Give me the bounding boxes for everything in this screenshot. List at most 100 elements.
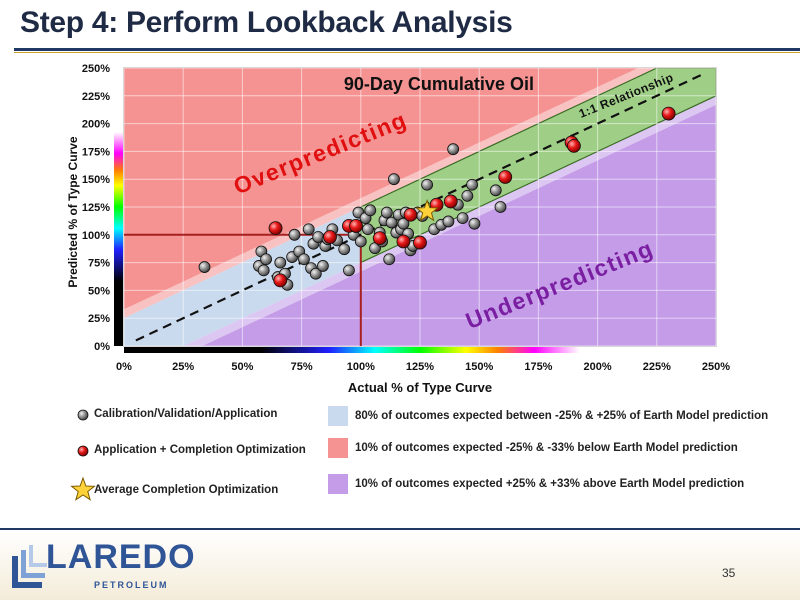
average-optimization-star bbox=[415, 198, 439, 222]
calibration-point bbox=[364, 204, 377, 217]
calibration-point bbox=[317, 260, 329, 272]
calibration-point bbox=[461, 189, 474, 202]
grid-lines bbox=[123, 67, 717, 347]
optimization-point bbox=[413, 235, 427, 250]
x-tick-label: 75% bbox=[291, 361, 313, 373]
calibration-point bbox=[302, 223, 315, 236]
optimization-point bbox=[268, 221, 283, 236]
optimization-point bbox=[498, 170, 513, 184]
y-tick-label: 25% bbox=[88, 313, 110, 325]
outcome-bands bbox=[124, 68, 716, 346]
x-tick-label: 100% bbox=[347, 361, 375, 373]
calibration-point bbox=[380, 206, 393, 219]
page-number: 35 bbox=[722, 566, 736, 580]
underpredicting-region bbox=[202, 104, 716, 346]
y-tick-label: 225% bbox=[82, 91, 110, 103]
x-axis-label: Actual % of Type Curve bbox=[348, 380, 492, 395]
optimization-point bbox=[661, 106, 676, 121]
y-tick-label: 125% bbox=[82, 202, 110, 214]
y-tick-label: 250% bbox=[82, 63, 110, 75]
chart-title: 90-Day Cumulative Oil bbox=[344, 74, 534, 94]
logo-subtext: PETROLEUM bbox=[94, 580, 169, 590]
legend-optimization-icon bbox=[77, 445, 89, 457]
overpredicting-region-core bbox=[124, 68, 716, 310]
calibration-point bbox=[447, 143, 460, 156]
x-tick-label: 150% bbox=[465, 361, 493, 373]
calibration-point bbox=[354, 235, 367, 248]
legend-band-label: 10% of outcomes expected +25% & +33% abo… bbox=[355, 478, 745, 490]
title-divider-accent bbox=[14, 52, 800, 53]
footer-band bbox=[0, 530, 800, 600]
optimization-point bbox=[403, 207, 418, 222]
y-axis-color-bar bbox=[114, 131, 123, 346]
calibration-point bbox=[257, 264, 270, 277]
x-tick-label: 50% bbox=[231, 361, 253, 373]
laredo-logo: LAREDO PETROLEUM bbox=[10, 538, 195, 595]
calibration-point bbox=[343, 264, 355, 277]
logo-mark-icon bbox=[12, 545, 47, 588]
calibration-point bbox=[385, 216, 398, 229]
title-divider bbox=[14, 48, 800, 51]
legend-average-label: Average Completion Optimization bbox=[94, 484, 279, 496]
x-axis-color-bar bbox=[124, 347, 580, 353]
calibration-point bbox=[468, 217, 481, 230]
legend-red-marker bbox=[77, 445, 89, 457]
scatter-chart: 0% 25% 50% 75% 100% 125% 150% 175% 200% 225% 250% 0… bbox=[66, 63, 730, 395]
x-tick-label: 225% bbox=[643, 361, 671, 373]
data-points bbox=[198, 106, 676, 291]
calibration-point bbox=[388, 173, 400, 186]
legend-grey-marker bbox=[77, 409, 89, 421]
optimization-point bbox=[372, 231, 387, 246]
y-tick-label: 150% bbox=[82, 174, 110, 186]
legend-band-swatch bbox=[328, 406, 348, 426]
calibration-point bbox=[456, 212, 469, 225]
y-axis-label: Predicted % of Type Curve bbox=[66, 136, 80, 287]
y-tick-label: 100% bbox=[82, 230, 110, 242]
calibration-point bbox=[309, 267, 322, 280]
legend-band-swatch bbox=[328, 438, 348, 458]
y-tick-label: 50% bbox=[88, 285, 110, 297]
calibration-point bbox=[442, 215, 455, 228]
calibration-point bbox=[489, 184, 502, 197]
legend-average-icon bbox=[70, 476, 96, 501]
page-title: Step 4: Perform Lookback Analysis bbox=[20, 6, 513, 39]
x-tick-label: 175% bbox=[524, 361, 552, 373]
y-tick-label: 175% bbox=[82, 146, 110, 158]
legend-calibration-label: Calibration/Validation/Application bbox=[94, 408, 278, 420]
optimization-point bbox=[349, 219, 363, 233]
legend-band-label: 10% of outcomes expected -25% & -33% bel… bbox=[355, 442, 738, 454]
optimization-point bbox=[443, 194, 458, 209]
calibration-point bbox=[494, 201, 507, 213]
logo-word: LAREDO bbox=[46, 538, 196, 576]
calibration-point bbox=[288, 228, 301, 241]
x-tick-label: 250% bbox=[702, 361, 730, 373]
y-tick-label: 0% bbox=[94, 341, 110, 353]
footer-divider bbox=[0, 528, 800, 530]
calibration-point bbox=[198, 261, 211, 273]
legend-star-marker bbox=[70, 476, 96, 501]
legend-band-label: 80% of outcomes expected between -25% & … bbox=[355, 410, 769, 422]
legend-calibration-icon bbox=[77, 409, 89, 421]
legend-band-swatch bbox=[328, 474, 348, 494]
calibration-point bbox=[362, 223, 374, 236]
x-tick-label: 25% bbox=[172, 361, 194, 373]
axis-color-bars bbox=[114, 131, 580, 353]
calibration-point bbox=[421, 178, 434, 191]
optimization-point bbox=[396, 234, 411, 249]
legend-optimization-label: Application + Completion Optimization bbox=[94, 444, 306, 456]
optimization-point bbox=[567, 138, 581, 153]
y-tick-label: 200% bbox=[82, 119, 110, 131]
x-tick-label: 125% bbox=[406, 361, 434, 373]
calibration-point bbox=[274, 256, 287, 269]
calibration-point bbox=[298, 253, 310, 266]
calibration-point bbox=[466, 178, 478, 191]
x-tick-label: 0% bbox=[116, 361, 132, 373]
calibration-point bbox=[397, 217, 410, 230]
y-tick-label: 75% bbox=[88, 258, 110, 270]
calibration-point bbox=[383, 253, 396, 266]
calibration-point bbox=[260, 253, 272, 266]
calibration-point bbox=[338, 243, 351, 256]
optimization-point bbox=[323, 230, 337, 244]
optimization-point bbox=[273, 273, 288, 288]
x-tick-label: 200% bbox=[584, 361, 612, 373]
